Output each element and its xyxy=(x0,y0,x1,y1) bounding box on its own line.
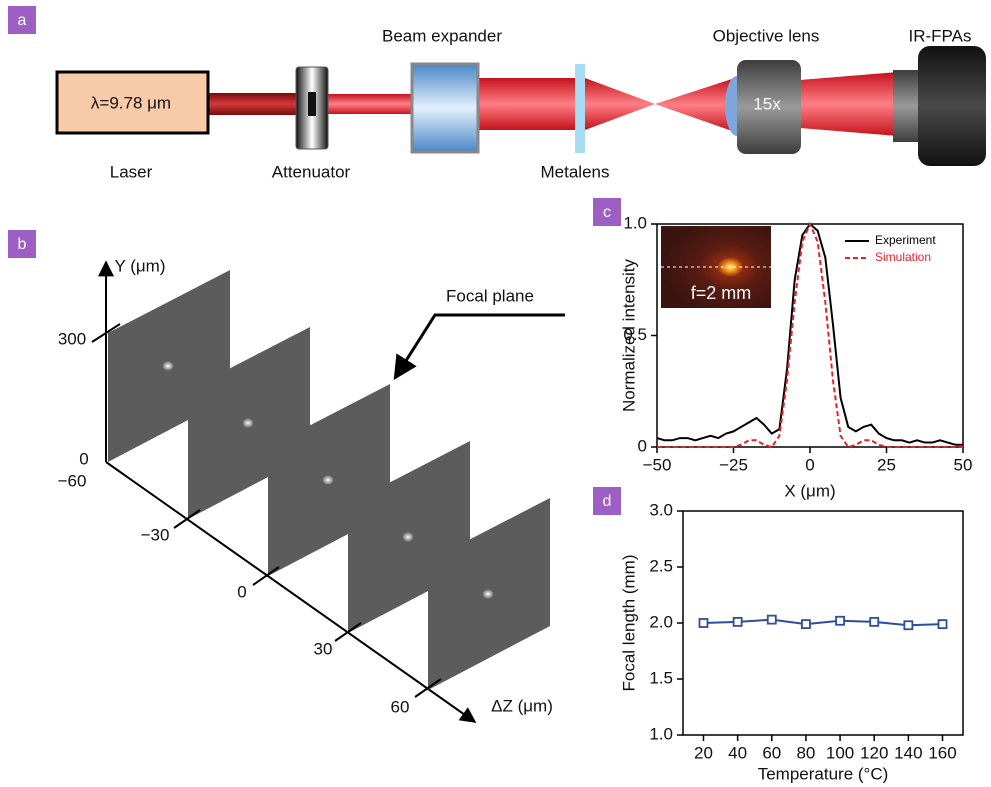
beam xyxy=(800,72,898,136)
y-axis-label: Normalized intensity xyxy=(619,258,638,412)
tick-label: −30 xyxy=(141,525,170,544)
legend-label: Simulation xyxy=(875,250,931,264)
x-tick-label: −50 xyxy=(643,455,672,474)
y-tick-label: 0 xyxy=(638,436,647,455)
y-tick-label: 1.0 xyxy=(623,213,647,232)
x-tick-label: 40 xyxy=(728,743,747,762)
label: Beam expander xyxy=(382,26,502,45)
tick-label: 30 xyxy=(314,639,333,658)
panel-label: c xyxy=(603,204,611,221)
tick-label: −60 xyxy=(58,471,87,490)
x-tick-label: 0 xyxy=(805,455,814,474)
marker xyxy=(734,618,742,626)
pointer xyxy=(395,315,565,378)
x-axis-label: X (μm) xyxy=(784,481,835,500)
y-tick-label: 2.0 xyxy=(649,612,673,631)
inset-annotation: f=2 mm xyxy=(691,283,752,303)
wavelength: λ=9.78 μm xyxy=(91,93,171,112)
x-tick-label: 100 xyxy=(826,743,854,762)
setup: λ=9.78 μm 15x Beam expander Objective le… xyxy=(57,26,986,181)
panel-label: b xyxy=(18,236,27,253)
marker xyxy=(768,616,776,624)
marker xyxy=(699,619,707,627)
marker xyxy=(904,621,912,629)
tick-label: 0 xyxy=(237,582,246,601)
axis-label: Y (μm) xyxy=(114,256,165,275)
x-tick-label: 20 xyxy=(694,743,713,762)
label: Laser xyxy=(110,162,153,181)
x-tick-label: 60 xyxy=(762,743,781,762)
x-axis-label: Temperature (°C) xyxy=(758,764,889,783)
tick-label: 60 xyxy=(391,697,410,716)
beam xyxy=(326,94,414,114)
x-tick-label: 160 xyxy=(928,743,956,762)
beam xyxy=(655,78,735,132)
beam xyxy=(208,93,298,115)
beam xyxy=(476,78,576,130)
x-tick-label: −25 xyxy=(719,455,748,474)
beam xyxy=(585,78,655,130)
axis-label: ΔZ (μm) xyxy=(491,696,553,715)
figure: a b c d λ=9.78 μm 15x Beam expander Obje… xyxy=(0,0,991,787)
label: Objective lens xyxy=(713,26,820,45)
label: Metalens xyxy=(541,162,610,181)
beam-expander xyxy=(412,64,478,152)
marker xyxy=(939,620,947,628)
y-axis-label: Focal length (mm) xyxy=(619,555,638,692)
y-tick-label: 2.5 xyxy=(649,556,673,575)
x-tick-label: 120 xyxy=(860,743,888,762)
magnification: 15x xyxy=(753,94,781,113)
marker xyxy=(802,620,810,628)
camera xyxy=(918,46,986,166)
metalens xyxy=(575,64,585,153)
attenuator-slit xyxy=(308,92,316,116)
focal-scan: Y (μm) 300 0 −60 −30 0 30 60 ΔZ (μm) Foc… xyxy=(58,256,565,722)
x-tick-label: 140 xyxy=(894,743,922,762)
y-tick-label: 3.0 xyxy=(649,500,673,519)
label: Attenuator xyxy=(272,162,351,181)
label: IR-FPAs xyxy=(909,26,972,45)
tick-label: 0 xyxy=(79,449,88,468)
y-tick-label: 1.0 xyxy=(649,724,673,743)
x-tick-label: 80 xyxy=(796,743,815,762)
x-tick-label: 50 xyxy=(954,455,973,474)
marker xyxy=(836,617,844,625)
tick-label: 300 xyxy=(58,329,86,348)
y-tick-label: 1.5 xyxy=(649,668,673,687)
x-tick-label: 25 xyxy=(877,455,896,474)
panel-label: a xyxy=(18,12,27,29)
annotation: Focal plane xyxy=(446,286,534,305)
legend-label: Experiment xyxy=(875,233,936,247)
panel-label: d xyxy=(603,493,612,510)
marker xyxy=(870,618,878,626)
